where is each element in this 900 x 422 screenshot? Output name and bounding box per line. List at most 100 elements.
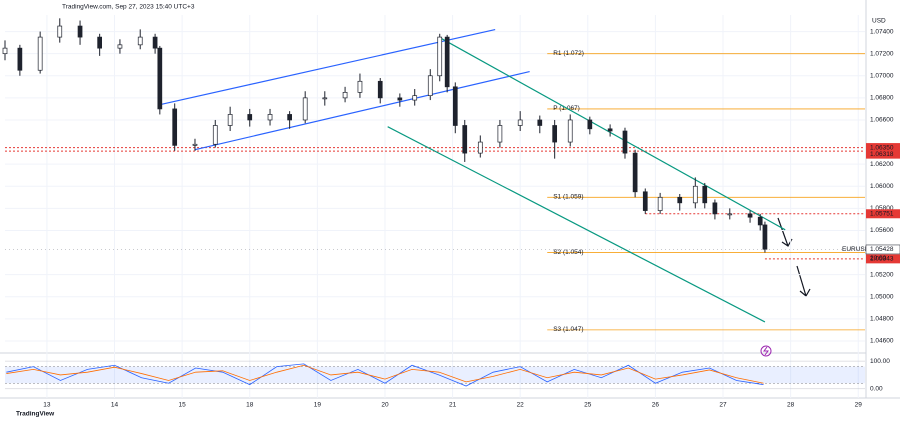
candle-body [172, 108, 178, 146]
footer-logo: TradingView [16, 411, 55, 418]
x-tick-label: 29 [855, 402, 863, 409]
candle-body [427, 75, 433, 97]
level-tag [866, 254, 900, 264]
candle-body [552, 125, 558, 143]
y-tick-label: 1.06200 [870, 161, 894, 168]
candle-body [117, 44, 123, 49]
header-source: TradingView.com, Sep 27, 2023 15:40 UTC+… [62, 4, 195, 11]
candle-body [632, 152, 638, 193]
x-tick-label: 20 [381, 402, 389, 409]
x-tick-label: 14 [111, 402, 119, 409]
stoch-line [6, 363, 764, 387]
candle-body [692, 185, 698, 204]
candle-body [322, 97, 328, 100]
y-tick-label: 1.07400 [870, 28, 894, 35]
candle-body [192, 143, 198, 146]
arrow [796, 265, 811, 297]
y-tick-label: 1.07200 [870, 50, 894, 57]
y-tick-label: 1.06600 [870, 117, 894, 124]
candle-body [57, 25, 63, 38]
candle-body [702, 185, 708, 204]
y-tick-label: 1.04600 [870, 338, 894, 345]
pivot-label: S2 (1.054) [553, 249, 583, 256]
candle-body [642, 191, 648, 211]
candle-body [677, 196, 683, 204]
candle-body [727, 213, 733, 216]
countdown: 20.00 [870, 255, 887, 262]
candle-body [302, 97, 308, 121]
stoch-band [5, 366, 865, 384]
price-tag-label: 1.05428 [870, 246, 894, 253]
y-tick-label: 1.05800 [870, 205, 894, 212]
flash-icon [760, 345, 772, 357]
y-tick-label: 1.05600 [870, 227, 894, 234]
series-name: EURUSD [842, 246, 870, 253]
candle-body [152, 36, 158, 49]
pivot-label: S1 (1.059) [553, 194, 583, 201]
candle-body [17, 47, 23, 71]
candle-body [377, 80, 383, 99]
candle-body [587, 119, 593, 130]
candle-body [712, 202, 718, 215]
x-tick-label: 21 [449, 402, 457, 409]
candle-body [657, 196, 663, 211]
candle-body [227, 114, 233, 126]
candle-body [437, 36, 443, 77]
x-tick-label: 26 [652, 402, 660, 409]
stoch-line [6, 364, 764, 384]
candle-body [157, 47, 163, 110]
y-tick-label: 1.06800 [870, 95, 894, 102]
candle-body [247, 114, 253, 121]
y-tick-label: 1.05000 [870, 293, 894, 300]
candle-body [137, 36, 143, 46]
candle-body [342, 91, 348, 99]
pivot-label: R1 (1.072) [553, 50, 584, 57]
x-tick-label: 27 [719, 402, 727, 409]
x-tick-label: 28 [787, 402, 795, 409]
trend-line [387, 126, 766, 323]
candle-body [97, 36, 103, 49]
candle-body [477, 141, 483, 154]
y-tick-label: 1.04800 [870, 316, 894, 323]
candle-body [497, 125, 503, 143]
candle-body [444, 36, 450, 88]
level-tag-label: 1.05343 [870, 256, 894, 263]
candle-body [757, 216, 763, 226]
candle-body [412, 95, 418, 101]
trend-line [194, 70, 530, 151]
candle-body [77, 25, 83, 38]
candle-body [462, 125, 468, 154]
candle-body [747, 213, 753, 218]
level-tag-label: 1.06318 [870, 151, 894, 158]
level-tag-label: 1.05751 [870, 210, 894, 217]
icon-circle [760, 345, 772, 357]
y-tick-label: 100.00 [870, 358, 890, 365]
candle-body [567, 119, 573, 143]
level-tag [866, 209, 900, 219]
y-tick-label: 1.06000 [870, 183, 894, 190]
pivot-label: S3 (1.047) [553, 326, 583, 333]
axis-unit: USD [872, 18, 886, 25]
candle-body [2, 47, 8, 55]
candle-body [267, 114, 273, 121]
x-tick-label: 25 [584, 402, 592, 409]
candle-body [37, 36, 43, 71]
candle-body [537, 119, 543, 126]
level-tag [866, 149, 900, 159]
level-tag-label: 1.06350 [870, 144, 894, 151]
candle-body [357, 80, 363, 93]
x-tick-label: 19 [314, 402, 322, 409]
candle-body [452, 86, 458, 126]
level-tag [866, 143, 900, 153]
y-tick-label: 1.05200 [870, 271, 894, 278]
y-tick-label: 0.00 [870, 386, 883, 393]
candle-body [762, 224, 768, 250]
candle-body [397, 97, 403, 101]
icon-bolt [763, 346, 769, 356]
candle-body [607, 128, 613, 132]
x-tick-label: 13 [43, 402, 51, 409]
candle-body [287, 114, 292, 121]
candle-body [517, 119, 523, 126]
